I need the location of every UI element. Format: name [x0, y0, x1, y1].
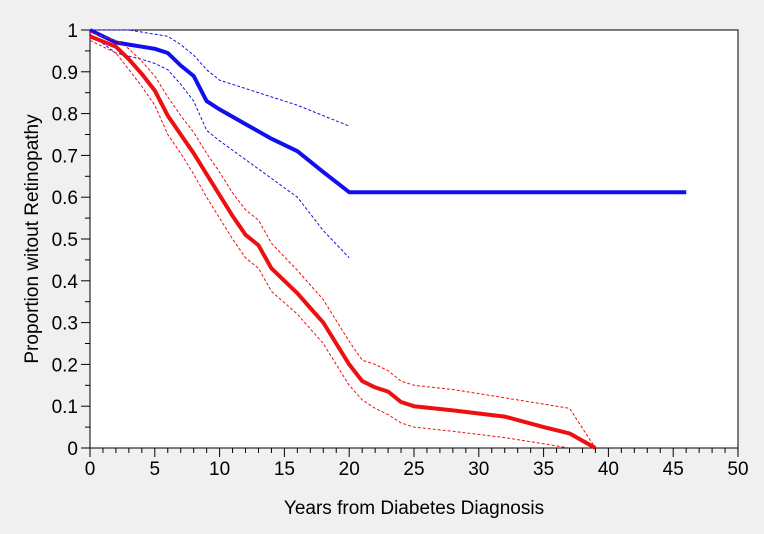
x-tick-label: 50	[727, 459, 748, 480]
y-tick-label: 0.4	[52, 272, 79, 293]
y-tick-label: 0.6	[52, 188, 78, 209]
x-tick-label: 10	[209, 459, 230, 480]
x-tick-label: 20	[339, 459, 360, 480]
axis-layer: 0 5 10 15 20 25 30 35 40 45 50 0 0.1 0.2 0.3 0.4 0.5 0.6 0…	[52, 21, 749, 480]
red-lower-bound-line	[89, 39, 570, 449]
x-tick-label: 5	[150, 459, 161, 480]
blue-lower-bound-line	[89, 33, 350, 259]
y-tick-label: 1	[67, 21, 78, 42]
y-tick-label: 0.3	[52, 314, 78, 335]
x-tick-label: 45	[663, 459, 684, 480]
x-tick-label: 15	[274, 459, 295, 480]
x-tick-label: 30	[468, 459, 489, 480]
x-tick-label: 25	[403, 459, 424, 480]
y-tick-label: 0.2	[52, 355, 78, 376]
series-layer	[89, 28, 687, 450]
y-tick-label: 0.9	[52, 63, 78, 84]
y-tick-label: 0	[67, 439, 78, 460]
y-tick-label: 0.1	[52, 397, 78, 418]
blue-upper-bound-line	[90, 29, 350, 127]
blue-estimate-line	[89, 28, 687, 195]
x-axis-label: Years from Diabetes Diagnosis	[284, 498, 544, 519]
x-tick-label: 35	[533, 459, 554, 480]
y-axis-label: Proportion witout Retinopathy	[22, 114, 43, 364]
red-upper-bound-line	[89, 31, 596, 449]
plot-area	[89, 29, 739, 449]
y-tick-label: 0.5	[52, 230, 78, 251]
red-estimate-line	[89, 34, 597, 450]
x-tick-label: 40	[598, 459, 619, 480]
y-tick-label: 0.8	[52, 105, 78, 126]
y-tick-label: 0.7	[52, 146, 78, 167]
x-tick-label: 0	[85, 459, 96, 480]
